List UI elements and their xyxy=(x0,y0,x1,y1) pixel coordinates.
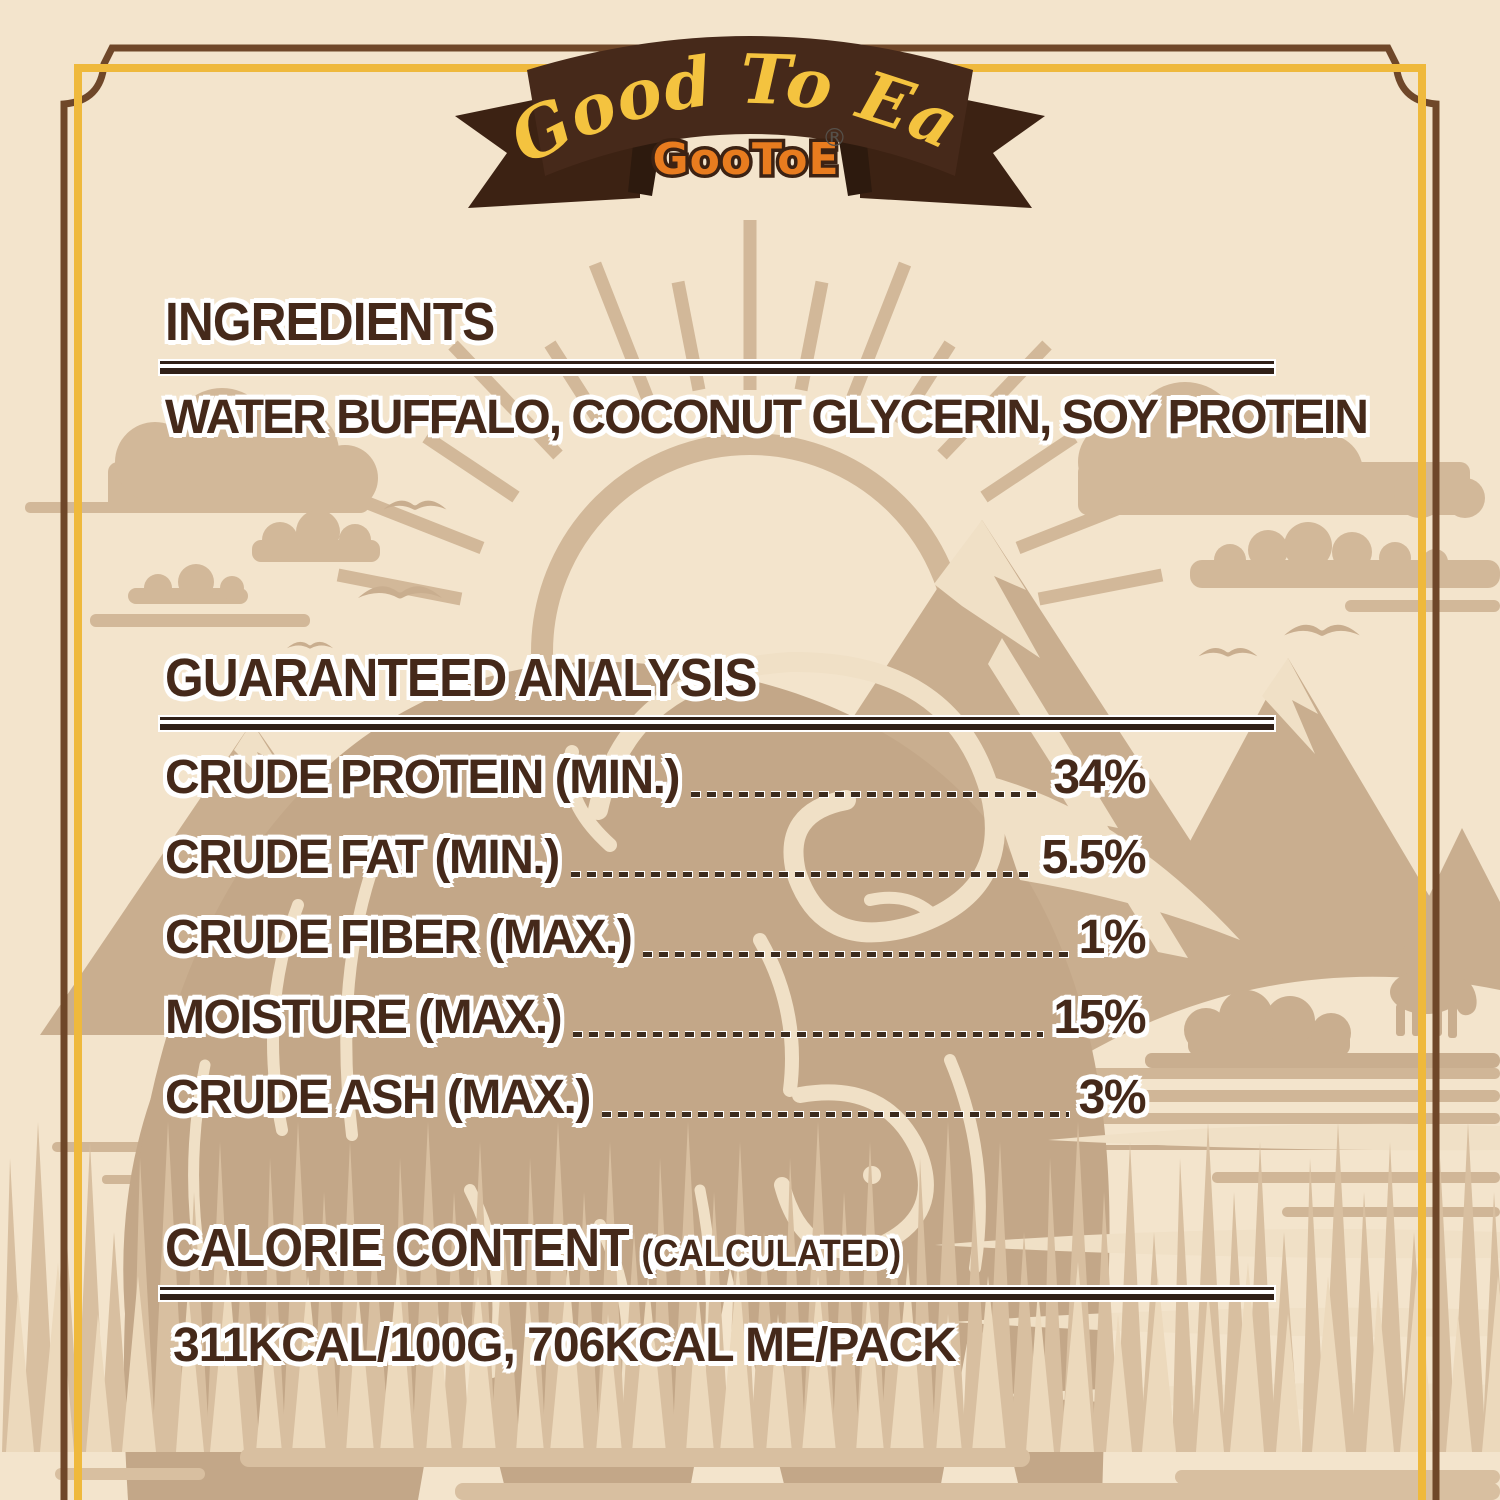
analysis-row-value: 34% xyxy=(1053,750,1146,804)
guaranteed-analysis-table: CRUDE PROTEIN (MIN.) 34% CRUDE FAT (MIN.… xyxy=(165,750,1274,1126)
calorie-divider xyxy=(160,1286,1274,1300)
analysis-row-value: 3% xyxy=(1078,1070,1147,1124)
guaranteed-analysis-heading: GUARANTEED ANALYSIS xyxy=(165,648,758,708)
dotted-leader xyxy=(643,951,1069,957)
ingredients-section: INGREDIENTS WATER BUFFALO, COCONUT GLYCE… xyxy=(160,292,1369,445)
analysis-row: MOISTURE (MAX.) 15% xyxy=(165,990,1146,1046)
dotted-leader xyxy=(690,791,1044,797)
ingredients-heading: INGREDIENTS xyxy=(165,292,495,352)
registered-mark: ® xyxy=(822,123,847,152)
analysis-row: CRUDE ASH (MAX.) 3% xyxy=(165,1070,1147,1126)
dotted-leader xyxy=(601,1111,1069,1117)
analysis-row-value: 5.5% xyxy=(1041,830,1147,884)
analysis-row-label: CRUDE FIBER (MAX.) xyxy=(165,910,633,964)
analysis-row-value: 15% xyxy=(1053,990,1146,1044)
ribbon-band xyxy=(527,36,973,176)
analysis-row: CRUDE FIBER (MAX.) 1% xyxy=(165,910,1147,966)
analysis-row: CRUDE FAT (MIN.) 5.5% xyxy=(165,830,1147,886)
analysis-row-value: 1% xyxy=(1078,910,1147,964)
analysis-row-label: MOISTURE (MAX.) xyxy=(165,990,563,1044)
analysis-row-label: CRUDE PROTEIN (MIN.) xyxy=(165,750,680,804)
clouds-illustration xyxy=(25,382,1500,627)
dotted-leader xyxy=(573,1031,1044,1037)
calorie-content-section: CALORIE CONTENT (CALCULATED) 311KCAL/100G… xyxy=(160,1220,1274,1373)
bushes-icon xyxy=(1145,990,1500,1068)
calorie-content-heading: CALORIE CONTENT (CALCULATED) xyxy=(165,1220,901,1277)
grass-illustration xyxy=(0,1122,1500,1500)
birds-icon xyxy=(286,500,1360,657)
dotted-leader xyxy=(570,871,1032,877)
ingredients-divider xyxy=(160,360,1274,374)
calorie-heading-text: CALORIE CONTENT xyxy=(165,1218,630,1278)
calorie-heading-qualifier: (CALCULATED) xyxy=(641,1233,902,1275)
analysis-row-label: CRUDE ASH (MAX.) xyxy=(165,1070,591,1124)
analysis-row-label: CRUDE FAT (MIN.) xyxy=(165,830,560,884)
ingredients-list: WATER BUFFALO, COCONUT GLYCERIN, SOY PRO… xyxy=(165,390,1369,444)
guaranteed-analysis-section: GUARANTEED ANALYSIS CRUDE PROTEIN (MIN.)… xyxy=(160,648,1274,1150)
calorie-value: 311KCAL/100G, 706KCAL ME/PACK xyxy=(173,1318,957,1372)
guaranteed-analysis-divider xyxy=(160,716,1274,730)
analysis-row: CRUDE PROTEIN (MIN.) 34% xyxy=(165,750,1146,806)
brand-logo: GooToE xyxy=(652,134,839,185)
